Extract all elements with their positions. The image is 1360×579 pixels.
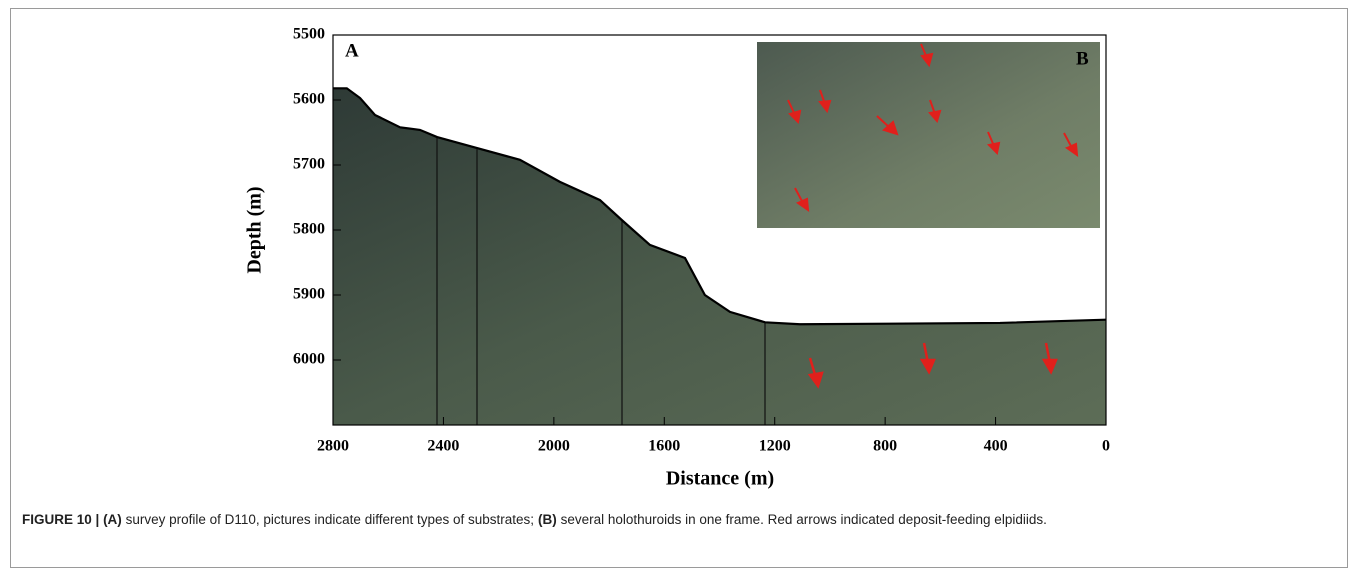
arrow-head [795, 197, 810, 213]
caption-text: survey profile of D110, pictures indicat… [125, 512, 535, 527]
x-axis-label: Distance (m) [666, 468, 774, 490]
y-tick-label: 5600 [293, 91, 325, 108]
y-axis-label: Depth (m) [244, 186, 266, 273]
arrow-head [919, 358, 936, 375]
caption-text: several holothuroids in one frame. Red a… [560, 512, 1047, 527]
caption: FIGURE 10 | (A) survey profile of D110, … [22, 510, 1332, 530]
figure-number: FIGURE 10 | [22, 512, 100, 527]
x-tick-label: 0 [1102, 438, 1110, 455]
profile-line [333, 87, 1107, 326]
y-tick-label: 5500 [293, 26, 325, 43]
photo-layer [333, 88, 1106, 426]
photo-dividers [436, 137, 766, 425]
y-tick-label: 5800 [293, 221, 325, 238]
x-tick-label: 800 [873, 438, 897, 455]
panel-label: B [1076, 48, 1089, 69]
inset-photo [757, 42, 1100, 228]
arrow-head [928, 109, 942, 124]
arrow-head [1041, 358, 1058, 375]
arrow-head [1064, 142, 1079, 158]
photo-area [333, 88, 1106, 426]
y-tick-label: 5900 [293, 286, 325, 303]
x-tick-label: 2000 [538, 438, 570, 455]
y-tick-label: 5700 [293, 156, 325, 173]
x-tick-label: 400 [984, 438, 1008, 455]
caption-label: (B) [538, 512, 557, 527]
x-tick-label: 1600 [648, 438, 680, 455]
arrow-head [882, 120, 899, 136]
figure-frame [10, 8, 1348, 568]
x-tick-label: 2800 [317, 438, 349, 455]
arrow-head [818, 99, 832, 114]
arrow-head [807, 371, 824, 389]
red-arrows [807, 342, 1058, 389]
caption-label: (A) [103, 512, 122, 527]
x-tick-label: 1200 [759, 438, 791, 455]
y-tick-label: 6000 [293, 351, 325, 368]
panel-label: A [345, 40, 359, 61]
arrow-head [920, 52, 934, 68]
arrow-head [788, 109, 802, 125]
inset-arrows [787, 43, 1079, 213]
arrow-head [986, 141, 1001, 156]
chart: A B Distance (m) Depth (m) 5500 5600 5700 5… [244, 26, 1110, 490]
x-tick-label: 2400 [427, 438, 459, 455]
